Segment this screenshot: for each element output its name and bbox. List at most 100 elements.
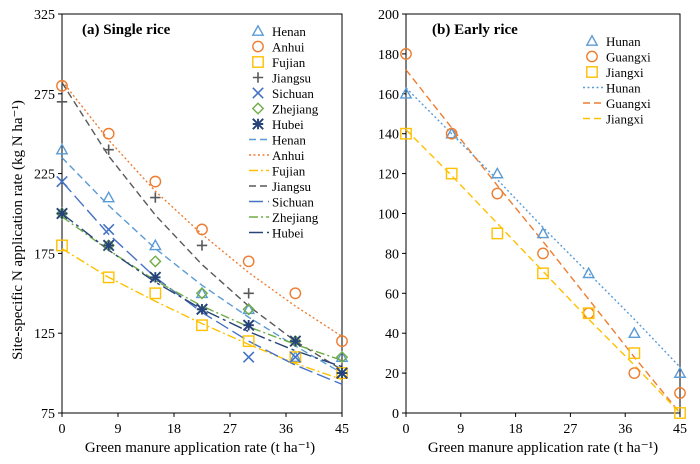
legend-label: Hubei <box>272 226 304 241</box>
data-point-fujian <box>102 271 115 284</box>
data-point-guangxi <box>400 48 412 60</box>
data-point-hunan <box>582 266 596 279</box>
x-tick-label: 27 <box>563 422 577 437</box>
chart-panel-a: 75 125 175 225 275 325 0 9 18 27 36 45 (a) Single ri… <box>34 8 349 437</box>
data-point-jiangxi <box>582 307 595 320</box>
legend-label: Zhejiang <box>272 210 319 225</box>
legend-label: Anhui <box>272 148 305 163</box>
data-point-guangxi <box>582 307 595 320</box>
chart-title: (b) Early rice <box>432 22 518 38</box>
data-point-henan <box>288 350 302 362</box>
data-point-hubei <box>336 367 348 379</box>
legend-marker-sichuan <box>252 87 264 99</box>
legend-label: Henan <box>272 24 306 39</box>
data-point-henan <box>242 302 256 315</box>
y-tick-label: 20 <box>385 367 399 382</box>
legend-marker-fujian <box>252 56 264 68</box>
legend-label: Sichuan <box>272 195 314 210</box>
x-tick-label: 9 <box>457 422 464 437</box>
y-tick-label: 120 <box>378 168 399 183</box>
legend-label: Hunan <box>606 81 641 96</box>
legend-marker-jiangxi <box>586 66 598 78</box>
data-point-fujian <box>56 239 68 252</box>
x-tick-label: 0 <box>59 422 66 437</box>
data-point-zhejiang <box>242 303 255 316</box>
legend-marker-anhui <box>252 40 264 53</box>
data-point-guangxi <box>537 247 549 260</box>
data-point-henan <box>195 286 209 299</box>
data-point-jiangxi <box>537 267 549 280</box>
data-point-zhejiang <box>195 287 209 300</box>
data-point-jiangsu <box>103 144 114 155</box>
data-point-anhui <box>56 79 68 92</box>
data-point-anhui <box>149 175 162 188</box>
legend-label: Anhui <box>272 40 305 55</box>
fit-line-guangxi <box>405 69 681 414</box>
data-point-guangxi <box>445 127 458 140</box>
x-tick-label: 45 <box>335 422 349 437</box>
data-point-hubei <box>149 271 162 284</box>
data-point-anhui <box>196 223 208 236</box>
data-point-jiangxi <box>628 347 641 360</box>
data-point-guangxi <box>491 187 504 200</box>
data-point-hunan <box>445 127 459 139</box>
data-point-hubei <box>242 319 255 332</box>
data-point-jiangsu <box>196 240 208 251</box>
data-point-anhui <box>102 127 115 140</box>
legend-marker-zhejiang <box>251 102 265 115</box>
x-tick-label: 0 <box>403 422 410 437</box>
y-tick-label: 160 <box>378 88 399 103</box>
data-point-fujian <box>289 351 302 364</box>
data-point-hubei <box>196 303 208 316</box>
legend-marker-hubei <box>252 118 264 130</box>
legend-label: Jiangxi <box>606 112 644 127</box>
data-point-hubei <box>56 207 68 220</box>
y-tick-label: 275 <box>34 88 55 103</box>
data-point-henan <box>102 190 116 203</box>
chart-panel-b: 0 20 40 60 80 100 120 140 160 180 200 0 9 18 27 36 45 (b)… <box>378 8 687 437</box>
data-point-hunan <box>673 366 687 378</box>
x-tick-label: 18 <box>167 422 181 437</box>
data-point-sichuan <box>102 223 115 236</box>
x-tick-label: 45 <box>673 422 687 437</box>
data-point-sichuan <box>289 351 302 363</box>
data-point-guangxi <box>674 387 686 399</box>
x-tick-label: 36 <box>618 422 632 437</box>
data-point-hunan <box>399 87 413 99</box>
data-point-jiangsu <box>56 96 68 107</box>
legend-label: Jiangsu <box>272 71 312 86</box>
x-tick-label: 36 <box>279 422 293 437</box>
data-point-henan <box>148 238 162 251</box>
data-point-jiangxi <box>674 407 686 419</box>
legend-label: Hunan <box>606 34 641 49</box>
legend-marker-henan <box>251 24 265 36</box>
data-point-henan <box>55 143 69 155</box>
data-point-fujian <box>242 335 255 348</box>
data-point-hubei <box>289 335 302 348</box>
y-tick-label: 100 <box>378 208 399 223</box>
data-point-hunan <box>627 326 641 339</box>
legend: HenanAnhuiFujianJiangsuSichuanZhejiangHu… <box>249 24 319 241</box>
data-point-jiangxi <box>491 227 504 240</box>
x-axis-label-right: Green manure application rate (t ha⁻¹) <box>428 440 658 456</box>
x-axis-label-left: Green manure application rate (t ha⁻¹) <box>85 440 315 456</box>
legend-marker-hunan <box>585 34 599 46</box>
data-point-jiangsu <box>150 192 161 203</box>
x-tick-label: 27 <box>223 422 237 437</box>
data-point-anhui <box>336 335 348 348</box>
y-tick-label: 40 <box>385 327 399 342</box>
fit-line-fujian <box>61 248 343 381</box>
data-point-jiangxi <box>400 127 412 140</box>
data-point-fujian <box>196 319 208 332</box>
data-point-henan <box>335 350 349 362</box>
chart-title: (a) Single rice <box>82 22 171 38</box>
data-point-jiangsu <box>243 288 254 299</box>
data-point-guangxi <box>628 367 641 379</box>
legend-label: Jiangxi <box>606 65 644 80</box>
legend-marker-jiangsu <box>252 72 264 83</box>
legend-label: Fujian <box>272 164 306 179</box>
legend-label: Jiangsu <box>272 179 312 194</box>
